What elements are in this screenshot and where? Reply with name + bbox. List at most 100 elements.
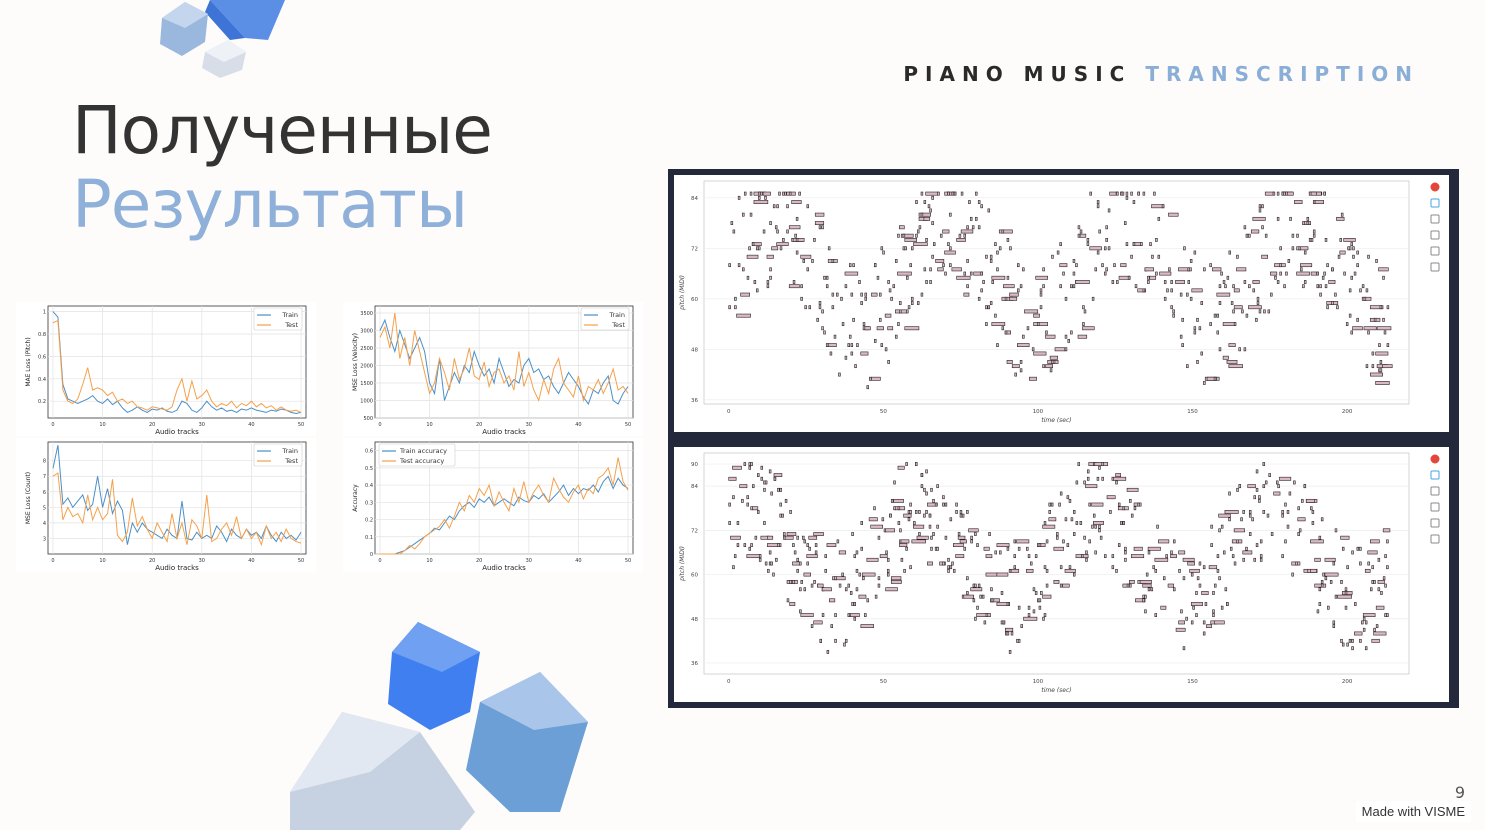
note-rect: [1158, 539, 1170, 544]
note-rect: [1336, 305, 1339, 310]
note-rect: [934, 502, 938, 507]
note-rect: [1072, 259, 1076, 263]
note-rect: [748, 246, 751, 251]
note-rect: [1196, 317, 1199, 322]
note-rect: [1375, 605, 1385, 610]
note-rect: [817, 583, 824, 588]
note-rect: [1010, 631, 1014, 636]
note-rect: [1116, 280, 1119, 284]
note-rect: [1094, 550, 1097, 555]
note-rect: [1135, 598, 1146, 603]
note-rect: [1259, 557, 1263, 562]
note-rect: [1083, 309, 1087, 314]
note-rect: [1322, 572, 1325, 577]
note-rect: [1038, 543, 1042, 547]
note-rect: [1154, 557, 1169, 562]
note-rect: [1157, 254, 1161, 259]
note-rect: [779, 246, 783, 251]
note-rect: [959, 513, 963, 518]
decor-cubes-bottom: [290, 622, 588, 830]
note-rect: [1045, 330, 1048, 335]
note-rect: [1161, 204, 1165, 209]
note-rect: [955, 510, 958, 514]
note-rect: [813, 238, 816, 242]
note-rect: [1155, 271, 1158, 276]
note-rect: [890, 576, 902, 581]
made-with-badge[interactable]: Made with VISME: [1355, 801, 1471, 822]
note-rect: [1006, 360, 1013, 364]
note-rect: [776, 242, 789, 247]
note-rect: [841, 572, 844, 577]
note-rect: [1129, 583, 1132, 588]
note-rect: [1222, 355, 1229, 360]
note-rect: [1030, 561, 1033, 566]
x-tick-label: 10: [99, 558, 105, 564]
note-rect: [1105, 267, 1108, 272]
note-rect: [1098, 465, 1101, 470]
note-rect: [1386, 613, 1389, 617]
note-rect: [1287, 259, 1291, 263]
roll-x-tick: 0: [727, 409, 731, 415]
note-rect: [1122, 521, 1125, 525]
chart-accuracy: 0 10 20 30 40 50 0 0.1 0.2 0.3 0.4 0.5 0.6 Audio trac…: [343, 438, 643, 572]
note-rect: [1133, 506, 1137, 511]
note-rect: [1318, 602, 1322, 606]
note-rect: [975, 216, 978, 221]
note-rect: [773, 476, 777, 481]
note-rect: [879, 554, 888, 559]
note-rect: [1306, 216, 1310, 221]
roll-x-tick: 200: [1342, 679, 1353, 685]
note-rect: [868, 517, 878, 522]
note-rect: [750, 462, 753, 466]
note-rect: [1056, 532, 1059, 536]
note-rect: [1340, 580, 1343, 584]
note-rect: [959, 510, 963, 514]
note-rect: [1005, 627, 1014, 632]
note-rect: [732, 565, 735, 570]
note-rect: [1212, 609, 1215, 614]
note-rect: [887, 280, 890, 284]
note-rect: [855, 587, 859, 592]
note-rect: [1132, 200, 1136, 204]
note-rect: [749, 212, 753, 217]
note-rect: [806, 561, 809, 566]
note-rect: [1120, 521, 1123, 525]
note-rect: [1352, 326, 1363, 331]
note-rect: [1206, 376, 1217, 381]
note-rect: [1042, 267, 1045, 272]
note-rect: [1168, 267, 1171, 272]
note-rect: [1345, 322, 1349, 326]
note-rect: [1248, 233, 1251, 238]
note-rect: [1109, 510, 1112, 514]
note-rect: [1190, 572, 1194, 577]
note-rect: [827, 246, 831, 251]
note-rect: [825, 343, 829, 347]
note-rect: [752, 484, 755, 489]
note-rect: [947, 191, 950, 196]
note-rect: [764, 480, 768, 485]
note-rect: [897, 322, 900, 326]
series-line-test: [379, 457, 629, 555]
note-rect: [762, 191, 771, 196]
note-rect: [1151, 254, 1154, 259]
note-rect: [1079, 521, 1083, 525]
note-rect: [1013, 539, 1017, 544]
note-rect: [1258, 309, 1262, 314]
note-rect: [1142, 288, 1146, 293]
note-rect: [1370, 587, 1373, 592]
note-rect: [1320, 517, 1324, 522]
note-rect: [1378, 343, 1381, 347]
note-rect: [1340, 638, 1343, 643]
note-rect: [1121, 191, 1125, 196]
note-rect: [994, 550, 997, 555]
note-rect: [871, 292, 878, 297]
note-rect: [1341, 642, 1345, 647]
note-rect: [969, 216, 973, 221]
x-tick-label: 10: [426, 558, 432, 564]
note-rect: [870, 524, 883, 529]
note-rect: [749, 191, 753, 196]
note-rect: [1258, 208, 1262, 213]
note-rect: [1122, 506, 1125, 511]
note-rect: [1236, 539, 1239, 544]
note-rect: [963, 271, 966, 276]
